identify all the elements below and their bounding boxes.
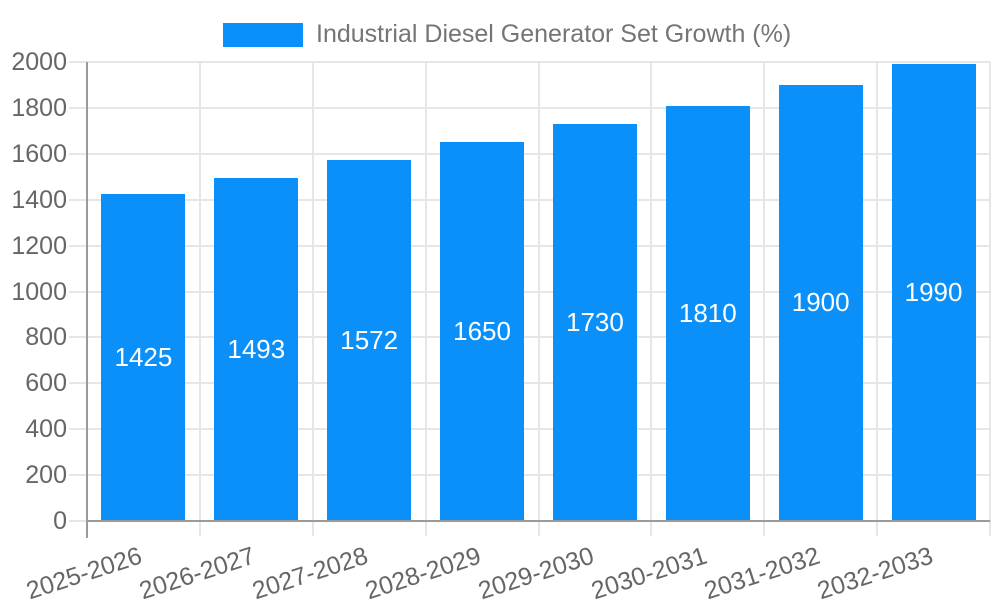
y-axis-tick-label: 1600 <box>11 139 67 168</box>
x-axis-tick <box>537 521 540 536</box>
x-axis-tick <box>989 521 991 536</box>
y-axis-tick-label: 1400 <box>11 185 67 214</box>
bar-value-label: 1810 <box>678 297 737 328</box>
y-axis-tick-label: 600 <box>25 369 67 398</box>
bar: 1990 <box>891 64 976 521</box>
x-gridline <box>537 62 540 521</box>
y-axis-tick-label: 200 <box>25 461 67 490</box>
y-axis-tick <box>69 152 87 155</box>
y-axis-tick <box>69 61 87 63</box>
legend-swatch <box>223 22 303 47</box>
bar-value-label: 1900 <box>791 287 850 318</box>
x-axis-line <box>87 520 990 522</box>
x-gridline <box>424 62 427 521</box>
bar-value-label: 1572 <box>340 325 399 356</box>
bar: 1572 <box>327 160 412 521</box>
chart-legend: Industrial Diesel Generator Set Growth (… <box>223 20 791 49</box>
y-axis-tick <box>69 290 87 293</box>
bar-value-label: 1730 <box>566 306 624 337</box>
y-axis-tick <box>69 520 87 522</box>
bar-value-label: 1425 <box>114 341 173 372</box>
y-axis-tick <box>69 244 87 247</box>
bar: 1900 <box>778 84 863 521</box>
x-axis-tick <box>198 521 201 536</box>
y-axis-tick-label: 1000 <box>11 277 67 306</box>
y-axis-tick-label: 400 <box>25 415 67 444</box>
legend-label: Industrial Diesel Generator Set Growth (… <box>316 20 792 48</box>
y-axis-tick-label: 2000 <box>11 48 67 76</box>
y-axis-tick <box>69 336 87 339</box>
bar-value-label: 1650 <box>453 316 511 347</box>
x-gridline <box>311 62 314 521</box>
x-gridline <box>876 62 879 521</box>
x-axis-tick <box>650 521 653 536</box>
x-gridline <box>198 62 201 521</box>
y-axis-tick <box>69 198 87 201</box>
x-gridline <box>763 62 766 521</box>
y-axis-line <box>86 62 88 538</box>
x-axis-tick <box>763 521 766 536</box>
bar: 1493 <box>214 178 299 521</box>
x-gridline <box>989 62 991 521</box>
bar: 1730 <box>552 123 637 521</box>
bar-value-label: 1493 <box>227 334 286 365</box>
bar: 1810 <box>665 105 750 521</box>
x-gridline <box>650 62 653 521</box>
x-axis-tick <box>311 521 314 536</box>
bar-value-label: 1990 <box>904 277 963 308</box>
y-axis-tick-label: 1800 <box>11 93 67 122</box>
y-axis-tick-label: 1200 <box>11 231 67 260</box>
y-axis-tick <box>69 106 87 109</box>
y-axis-tick-label: 800 <box>25 323 67 352</box>
bar: 1425 <box>101 193 186 521</box>
x-axis-tick <box>424 521 427 536</box>
y-axis-tick <box>69 474 87 477</box>
bar: 1650 <box>440 142 525 521</box>
y-axis-tick <box>69 428 87 431</box>
x-axis-tick <box>876 521 879 536</box>
y-axis-tick-label: 0 <box>53 507 67 535</box>
y-axis-tick <box>69 382 87 385</box>
